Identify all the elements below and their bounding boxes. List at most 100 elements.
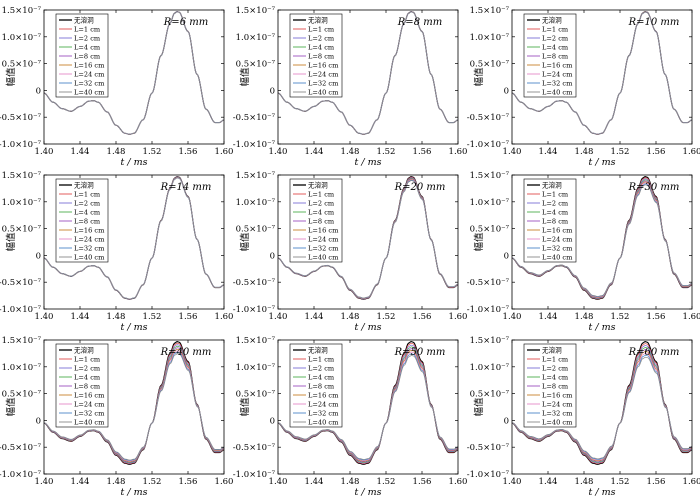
x-tick-label: 1.52 (143, 147, 162, 157)
curves (278, 176, 458, 300)
x-tick-label: 1.60 (683, 477, 700, 487)
x-tick-label: 1.60 (449, 312, 468, 322)
curves (44, 176, 224, 300)
y-tick-label: 1.5×10⁻⁷ (236, 336, 276, 346)
y-tick-label: -1.0×10⁻⁷ (233, 470, 276, 480)
legend-label: 无溶洞 (74, 180, 94, 189)
legend-label: 无溶洞 (542, 15, 562, 24)
y-tick-label: -0.5×10⁻⁷ (233, 443, 276, 453)
y-axis-label: 幅值 (5, 397, 17, 417)
x-axis-label: t / ms (355, 157, 382, 168)
legend-label: L=40 cm (542, 88, 573, 96)
panel-30mm: 1.40 1.44 1.48 1.52 1.56 1.60 1.5×10⁻⁷ 1.0×10⁻⁷… (467, 171, 700, 333)
plot-frame (277, 174, 459, 310)
panel-20mm: 1.40 1.44 1.48 1.52 1.56 1.60 1.5×10⁻⁷ 1.0×10⁻⁷… (233, 171, 468, 333)
legend-label: L=24 cm (308, 70, 339, 78)
series-line-8 (278, 11, 458, 135)
x-tick-label: 1.60 (683, 312, 700, 322)
y-tick-label: 1.5×10⁻⁷ (2, 171, 42, 181)
panel-50mm: 1.40 1.44 1.48 1.52 1.56 1.60 1.5×10⁻⁷ 1.0×10⁻⁷… (233, 336, 468, 497)
legend-label: L=4 cm (308, 43, 335, 51)
y-tick-label: 1.0×10⁻⁷ (236, 33, 276, 43)
legend-label: L=32 cm (74, 79, 105, 87)
x-tick-label: 1.44 (539, 147, 558, 157)
y-tick-label: -0.5×10⁻⁷ (233, 113, 276, 123)
x-tick-label: 1.48 (575, 312, 594, 322)
x-tick-label: 1.40 (269, 147, 288, 157)
x-tick-label: 1.52 (611, 477, 630, 487)
x-axis-label: t / ms (355, 487, 382, 497)
legend-label: L=4 cm (542, 373, 569, 381)
x-tick-label: 1.60 (683, 147, 700, 157)
x-axis-label: t / ms (121, 487, 148, 497)
x-tick-label: 1.44 (305, 477, 324, 487)
legend-label: L=1 cm (308, 355, 335, 363)
x-tick-label: 1.40 (269, 312, 288, 322)
x-tick-label: 1.56 (179, 477, 198, 487)
y-tick-label: 0.5×10⁻⁷ (2, 225, 42, 235)
y-tick-label: 1.5×10⁻⁷ (470, 171, 510, 181)
y-axis-label: 幅值 (5, 232, 17, 252)
legend-label: L=1 cm (542, 355, 569, 363)
legend-label: L=40 cm (308, 253, 339, 261)
legend-label: 无溶洞 (74, 15, 94, 24)
y-tick-label: -0.5×10⁻⁷ (0, 278, 42, 288)
x-tick-label: 1.60 (215, 312, 234, 322)
y-tick-label: -0.5×10⁻⁷ (0, 443, 42, 453)
y-tick-label: -0.5×10⁻⁷ (233, 278, 276, 288)
y-tick-label: 1.0×10⁻⁷ (2, 33, 42, 43)
x-tick-label: 1.40 (35, 477, 54, 487)
y-tick-label: 0 (504, 86, 509, 96)
x-tick-label: 1.48 (107, 147, 126, 157)
y-axis-label: 幅值 (239, 232, 251, 252)
y-tick-label: 0.5×10⁻⁷ (470, 390, 510, 400)
legend-label: L=24 cm (308, 400, 339, 408)
legend-label: L=16 cm (74, 226, 105, 234)
legend-label: L=8 cm (542, 217, 569, 225)
x-tick-label: 1.40 (503, 147, 522, 157)
x-tick-label: 1.56 (179, 312, 198, 322)
legend-label: L=32 cm (542, 244, 573, 252)
series-line-8 (512, 11, 692, 135)
legend-label: L=8 cm (74, 52, 101, 60)
legend-label: L=24 cm (74, 70, 105, 78)
legend-label: L=4 cm (308, 373, 335, 381)
x-tick-label: 1.52 (143, 477, 162, 487)
plot-frame (511, 174, 693, 310)
series-line-8 (278, 180, 458, 299)
y-tick-label: -1.0×10⁻⁷ (0, 305, 42, 315)
curves (512, 176, 692, 300)
x-axis-label: t / ms (589, 487, 616, 497)
x-axis-label: t / ms (121, 322, 148, 333)
legend-label: L=24 cm (542, 400, 573, 408)
legend-label: L=8 cm (308, 52, 335, 60)
x-tick-label: 1.44 (539, 312, 558, 322)
y-tick-label: 1.0×10⁻⁷ (2, 198, 42, 208)
y-tick-label: 1.0×10⁻⁷ (2, 363, 42, 373)
y-tick-label: -1.0×10⁻⁷ (0, 140, 42, 150)
y-tick-label: 0.5×10⁻⁷ (470, 225, 510, 235)
y-tick-label: -1.0×10⁻⁷ (233, 140, 276, 150)
y-tick-label: 0 (504, 416, 509, 426)
legend-label: L=2 cm (308, 199, 335, 207)
x-tick-label: 1.40 (35, 312, 54, 322)
x-tick-label: 1.60 (449, 147, 468, 157)
legend-label: L=2 cm (74, 364, 101, 372)
y-tick-label: -0.5×10⁻⁷ (467, 113, 510, 123)
legend-label: L=2 cm (542, 199, 569, 207)
y-tick-label: -1.0×10⁻⁷ (0, 470, 42, 480)
legend-label: L=40 cm (308, 88, 339, 96)
x-tick-label: 1.44 (71, 477, 90, 487)
x-tick-label: 1.60 (215, 147, 234, 157)
legend-label: L=1 cm (74, 25, 101, 33)
y-tick-label: -1.0×10⁻⁷ (233, 305, 276, 315)
legend-label: L=16 cm (74, 61, 105, 69)
y-tick-label: 0.5×10⁻⁷ (236, 225, 276, 235)
legend-label: L=40 cm (74, 88, 105, 96)
x-axis-label: t / ms (589, 157, 616, 168)
y-tick-label: 1.5×10⁻⁷ (2, 336, 42, 346)
